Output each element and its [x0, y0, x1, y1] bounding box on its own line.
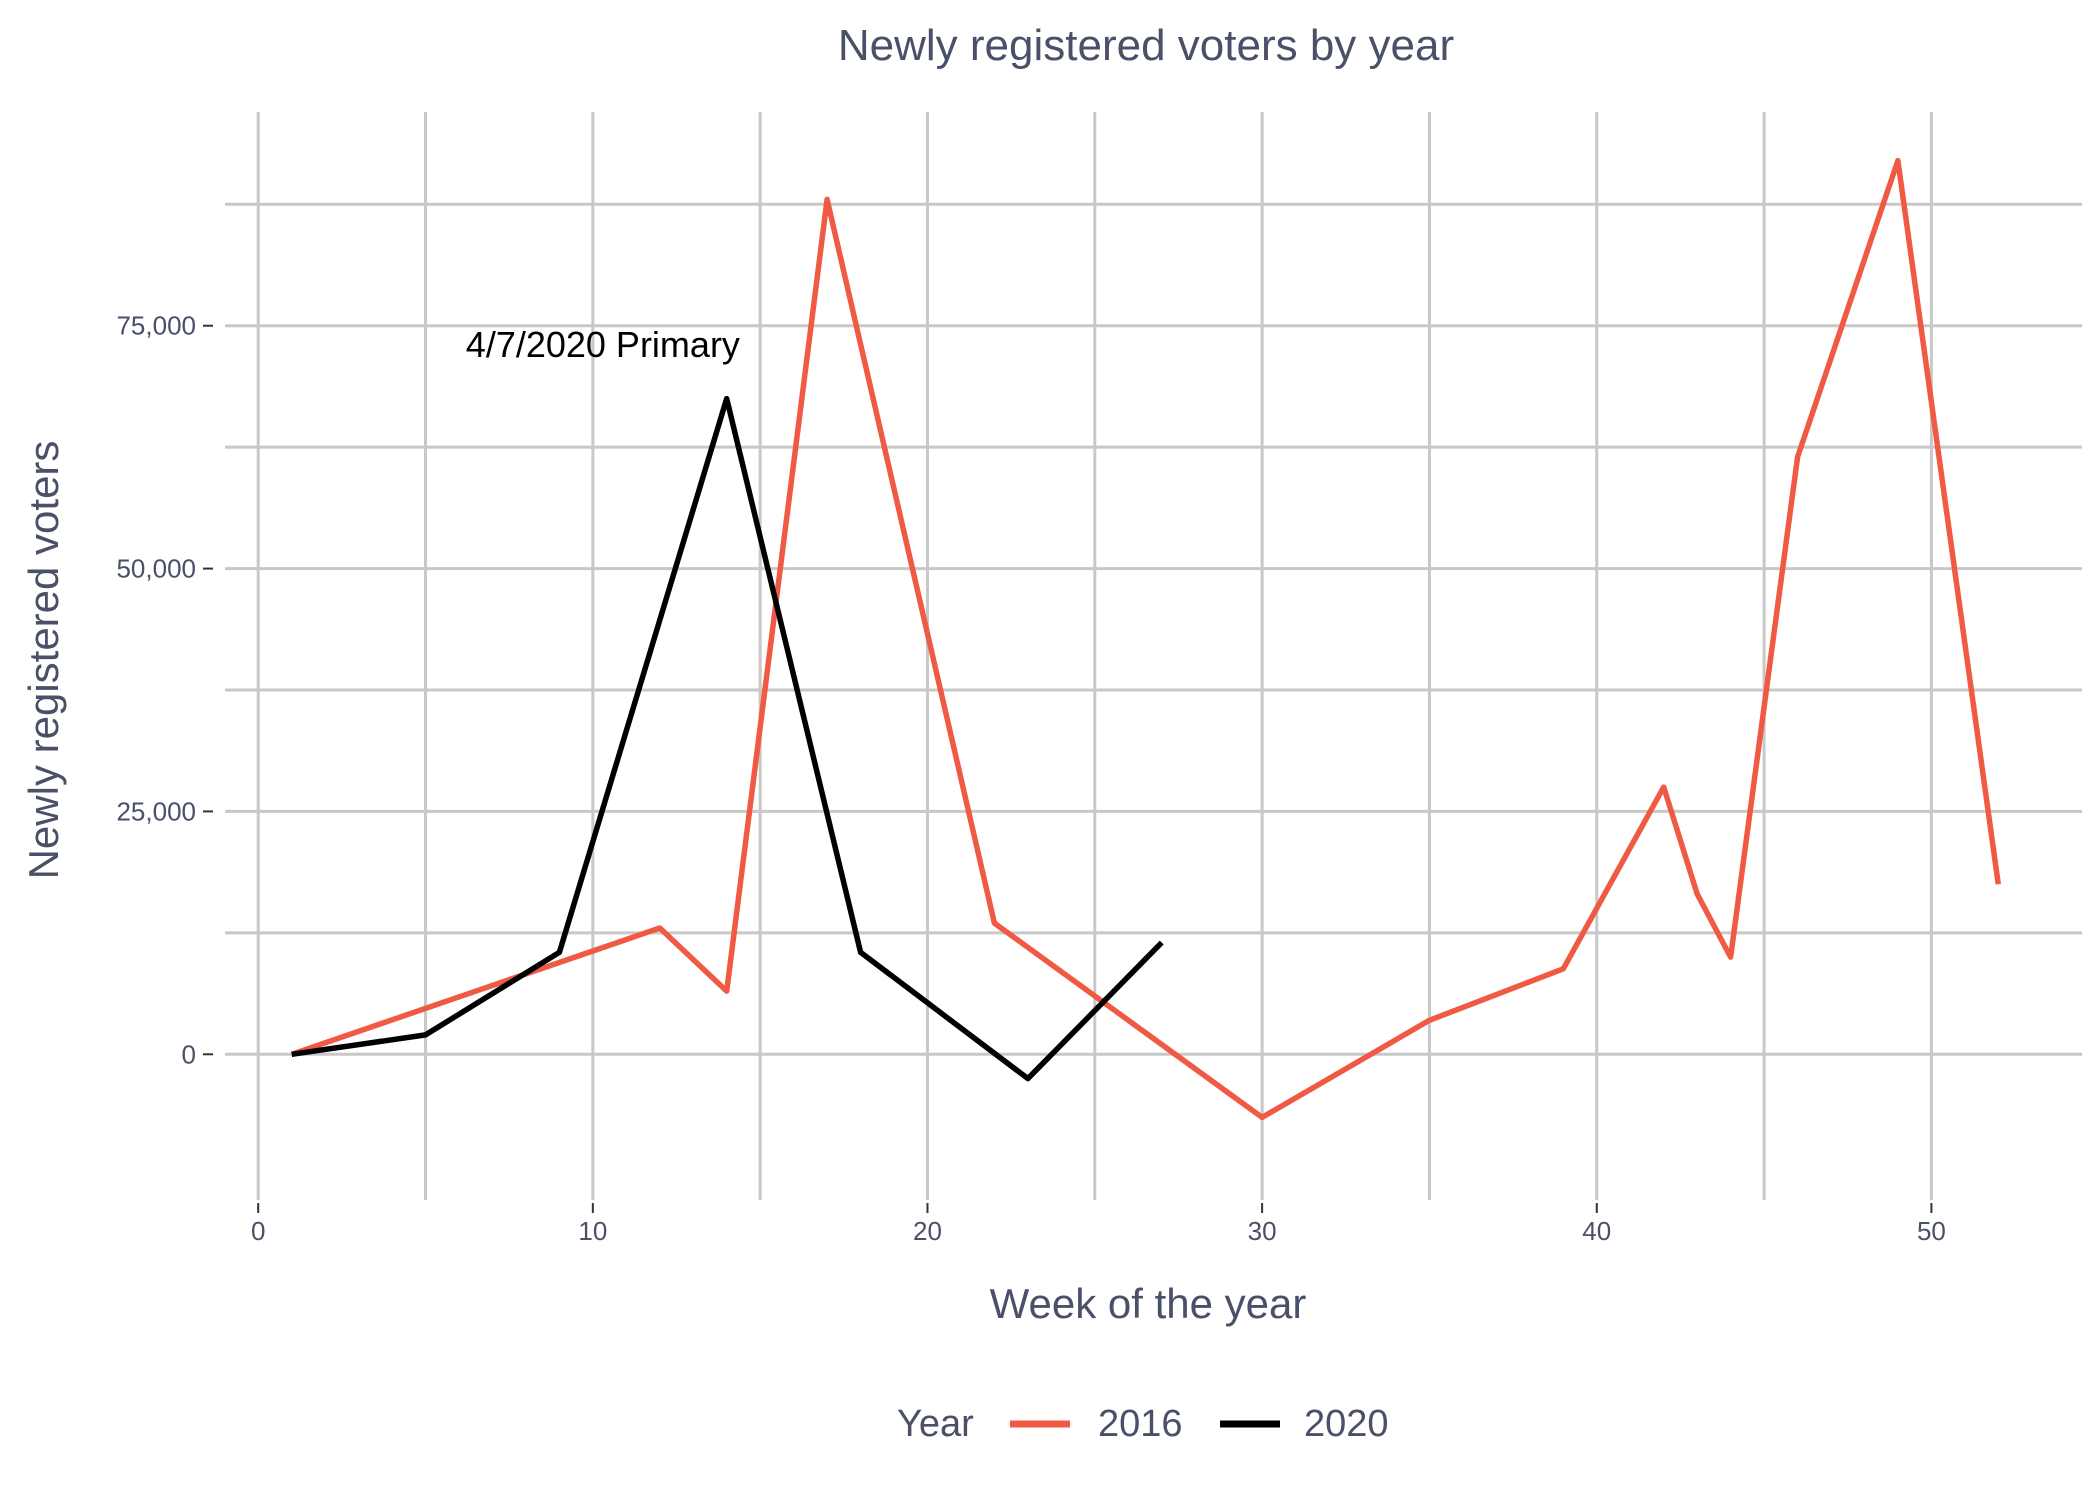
x-tick-label: 30 — [1248, 1216, 1277, 1246]
legend-title: Year — [897, 1403, 974, 1445]
y-axis-title: Newly registered voters — [20, 441, 67, 880]
x-tick-label: 0 — [251, 1216, 265, 1246]
y-axis: 0 25,000 50,000 75,000 — [116, 311, 213, 1069]
chart-title: Newly registered voters by year — [838, 21, 1454, 70]
legend-label-2016: 2016 — [1098, 1403, 1183, 1445]
y-tick-label: 0 — [182, 1039, 196, 1069]
y-tick-label: 75,000 — [116, 311, 196, 341]
grid-lines — [225, 112, 2082, 1200]
x-axis-title: Week of the year — [990, 1280, 1307, 1327]
x-axis: 0 10 20 30 40 50 — [251, 1203, 1946, 1246]
y-tick-label: 50,000 — [116, 554, 196, 584]
legend-label-2020: 2020 — [1304, 1403, 1389, 1445]
annotations: 4/7/2020 Primary — [466, 324, 740, 365]
x-tick-label: 50 — [1917, 1216, 1946, 1246]
series-lines — [290, 157, 2002, 1121]
y-tick-label: 25,000 — [116, 796, 196, 826]
legend: Year 2016 2020 — [897, 1403, 1389, 1445]
series-line-2020 — [291, 395, 1164, 1082]
annotation-label: 4/7/2020 Primary — [466, 324, 740, 365]
series-line-2016 — [290, 157, 2002, 1121]
x-tick-label: 40 — [1582, 1216, 1611, 1246]
x-tick-label: 10 — [578, 1216, 607, 1246]
x-tick-label: 20 — [913, 1216, 942, 1246]
